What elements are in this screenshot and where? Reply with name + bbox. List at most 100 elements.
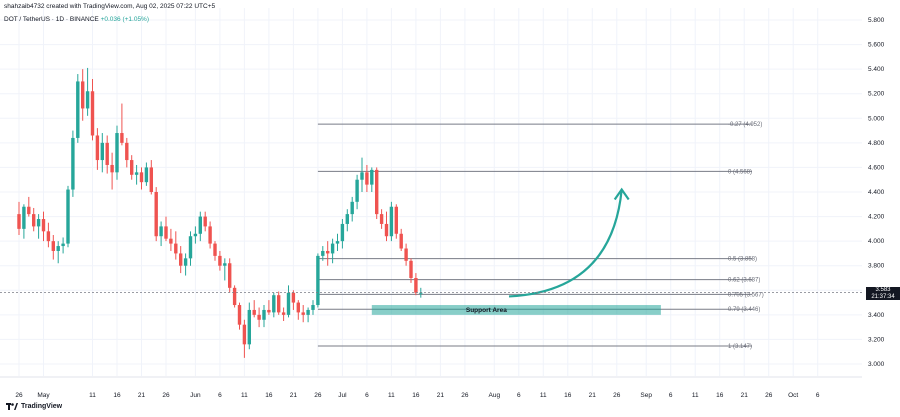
attribution-text: shahzaib4732 created with TradingView.co… [4,3,216,10]
candle-body [228,263,232,288]
date-tick-label: Jun [190,392,201,399]
candle [247,302,251,350]
arrow-curve [508,189,623,298]
candle [340,219,345,249]
candle-body [404,248,408,261]
candle-body [409,260,413,278]
candle [203,211,207,232]
candle [100,133,104,173]
date-tick-label: 16 [716,392,724,399]
candle [115,125,119,180]
price-tick-label: 4.600 [868,164,885,171]
candle-body [384,223,389,237]
date-tick-label: 16 [265,392,273,399]
candle [193,226,198,244]
candle-body [237,305,242,325]
price-tick-label: 5.600 [868,42,885,49]
candle-body [144,167,149,183]
candle [110,152,114,190]
candle-body [56,246,60,251]
brand-name: TradingView [21,403,63,410]
date-tick-label: Sep [640,392,652,399]
support-area-box [371,305,661,315]
candle [296,300,300,320]
candle-body [306,309,310,315]
candle-body [130,160,134,175]
candle-body [76,81,80,138]
support-zone: Support Area [371,305,661,315]
time-axis: 26 May 11 16 21 26 Jun 6 11 16 21 26 Jul 6 11 16 21 26 Aug… [0,376,862,399]
candle-body [183,258,188,266]
candle-body [203,216,207,227]
candle [414,273,418,296]
candle [134,164,139,185]
candle-body [345,214,349,224]
date-tick-label: 21 [138,392,146,399]
projection-arrow [508,187,630,298]
candle-body [193,233,198,237]
candle-body [247,309,251,345]
date-tick-label: May [37,392,50,399]
candle-body [257,314,261,320]
candle [355,174,359,210]
candle-body [326,250,330,254]
date-tick-label: 21 [290,392,298,399]
tradingview-brand[interactable]: TradingView [6,403,62,410]
candle-body [71,137,75,190]
candle [257,307,261,328]
date-tick-label: 26 [162,392,170,399]
candle-body [232,287,237,306]
candle [291,290,296,310]
candle [223,258,227,281]
date-tick-label: 6 [816,392,820,399]
price-change: +0.036 (+1.05%) [100,16,150,23]
price-tick-label: 5.000 [868,115,885,122]
candle-body [115,133,119,173]
candle-body [379,214,384,224]
date-tick-label: 21 [741,392,749,399]
candle-body [90,91,95,136]
current-price-tag: 3.583 21:37:34 [866,287,900,301]
candle [81,69,85,121]
date-tick-label: 26 [461,392,469,399]
candle-body [370,169,374,185]
fib-level-label: 0 (4.568) [728,169,752,175]
candle [384,211,389,242]
candle-body [301,312,305,315]
candle [36,214,41,239]
candle-body [286,292,291,315]
candle [267,300,271,315]
date-tick-label: Aug [489,392,501,399]
candle [301,305,305,323]
candle [326,241,330,266]
candle-body [375,169,379,215]
candle [56,241,60,264]
candle [174,231,178,260]
candle-body [85,91,90,109]
date-tick-label: 16 [412,392,420,399]
candle-body [365,172,369,185]
candle-body [350,201,354,215]
candle-body [179,253,183,266]
candle [360,157,364,192]
candle-body [419,292,423,294]
current-price-value: 3.583 [875,287,891,294]
candle [198,211,202,242]
candle-body [81,81,85,109]
candle [159,221,163,247]
candle [311,300,315,315]
candle-body [355,179,359,202]
candle-body [159,226,163,237]
candle-body [399,233,403,249]
date-tick-label: 26 [15,392,23,399]
date-tick-label: 21 [589,392,597,399]
candle [399,228,403,251]
candle-body [41,219,46,232]
candle [365,164,369,192]
candle [130,155,134,180]
price-tick-label: 3.400 [868,312,885,319]
candle-body [198,216,202,234]
candle [213,241,217,261]
candle [389,201,394,242]
